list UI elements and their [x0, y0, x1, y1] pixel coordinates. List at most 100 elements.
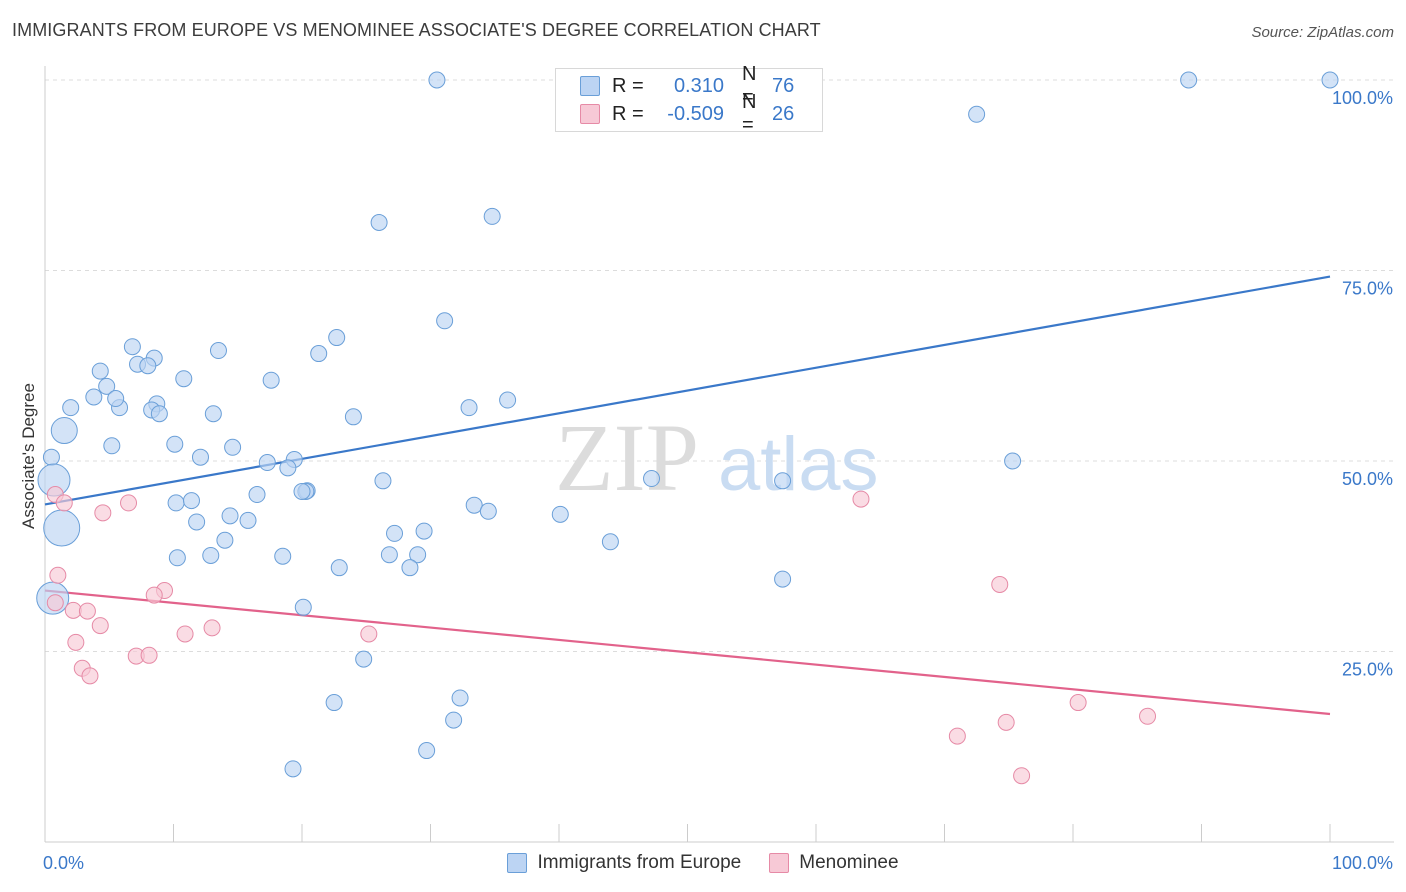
point-europe: [374, 472, 392, 490]
legend-r-label: R =: [612, 102, 644, 125]
point-menominee: [49, 566, 67, 584]
point-europe: [139, 357, 157, 375]
point-europe: [294, 598, 312, 616]
point-europe: [182, 492, 200, 510]
point-europe: [191, 448, 209, 466]
point-europe: [216, 531, 234, 549]
point-europe: [91, 362, 109, 380]
point-europe: [465, 496, 483, 514]
point-menominee: [78, 602, 96, 620]
source-label: Source: ZipAtlas.com: [1251, 24, 1394, 41]
point-europe: [209, 342, 227, 360]
point-europe: [85, 388, 103, 406]
watermark-zip: ZIP: [555, 404, 699, 511]
series-label-menominee: Menominee: [799, 852, 899, 873]
point-menominee: [46, 594, 64, 612]
series-swatch-europe: [507, 853, 528, 873]
point-europe: [551, 505, 569, 523]
point-menominee: [81, 667, 99, 685]
point-europe: [325, 694, 343, 712]
point-menominee: [120, 494, 138, 512]
legend-r-value: -0.509: [667, 102, 724, 125]
point-menominee: [203, 619, 221, 637]
y-axis-label: Associate's Degree: [19, 383, 38, 529]
point-europe: [262, 371, 280, 389]
point-europe: [355, 650, 373, 668]
point-europe: [436, 312, 454, 330]
tick-labels: 25.0% 50.0% 75.0% 100.0% 0.0% 100.0%: [43, 88, 1393, 873]
point-europe: [175, 370, 193, 388]
correlation-legend: R = 0.310 N = 76 R = -0.509 N = 26: [555, 63, 823, 136]
legend-swatch-menominee: [580, 104, 600, 124]
point-menominee: [140, 646, 158, 664]
point-menominee: [852, 490, 870, 508]
point-europe: [479, 502, 497, 520]
point-europe: [774, 570, 792, 588]
point-europe: [224, 438, 242, 456]
point-menominee: [176, 625, 194, 643]
point-europe: [107, 390, 125, 408]
x-tick-label-max: 100.0%: [1332, 853, 1393, 873]
point-europe: [1321, 71, 1339, 89]
point-menominee: [91, 617, 109, 635]
point-europe: [601, 533, 619, 551]
point-europe: [418, 742, 436, 760]
point-europe: [499, 391, 517, 409]
point-menominee: [94, 504, 112, 522]
point-europe: [248, 486, 266, 504]
watermark: ZIP atlas: [555, 404, 879, 511]
point-menominee: [55, 494, 73, 512]
point-europe: [1004, 452, 1022, 470]
point-europe: [239, 511, 257, 529]
point-europe: [50, 417, 78, 445]
point-europe: [370, 213, 388, 231]
point-europe: [428, 71, 446, 89]
legend-n-label: N =: [742, 63, 757, 108]
point-menominee: [1013, 767, 1031, 785]
point-europe: [188, 513, 206, 531]
point-europe: [643, 470, 661, 488]
point-europe: [401, 559, 419, 577]
x-tick-label-min: 0.0%: [43, 853, 84, 873]
point-menominee: [67, 633, 85, 651]
point-europe: [445, 711, 463, 729]
y-tick-label: 75.0%: [1342, 279, 1393, 299]
point-menominee: [1069, 694, 1087, 712]
point-menominee: [360, 625, 378, 643]
point-europe: [328, 329, 346, 347]
point-europe: [415, 522, 433, 540]
point-europe: [310, 345, 328, 363]
gridlines: [45, 79, 1394, 652]
point-europe: [150, 405, 168, 423]
series-swatch-menominee: [769, 853, 790, 873]
point-europe: [293, 482, 311, 500]
watermark-atlas: atlas: [718, 422, 879, 507]
point-europe: [123, 338, 141, 356]
point-menominee: [991, 575, 1009, 593]
legend-n-value: 26: [772, 102, 795, 125]
point-europe: [386, 524, 404, 542]
point-europe: [274, 547, 292, 565]
point-menominee: [1139, 707, 1157, 725]
point-europe: [166, 435, 184, 453]
point-europe: [968, 105, 986, 123]
point-menominee: [948, 727, 966, 745]
point-europe: [284, 760, 302, 778]
point-europe: [1180, 71, 1198, 89]
point-menominee: [997, 713, 1015, 731]
point-europe: [460, 399, 478, 417]
point-europe: [483, 207, 501, 225]
point-europe: [330, 559, 348, 577]
point-europe: [62, 399, 80, 417]
series-legend: Immigrants from Europe Menominee: [0, 852, 1406, 874]
point-europe: [451, 689, 469, 707]
point-europe: [43, 509, 81, 547]
series-legend-europe: Immigrants from Europe: [507, 852, 741, 874]
series-legend-menominee: Menominee: [769, 852, 899, 874]
point-europe: [204, 405, 222, 423]
series-label-europe: Immigrants from Europe: [537, 852, 742, 873]
point-europe: [98, 377, 116, 395]
trendline-menominee: [44, 589, 1331, 716]
point-menominee: [145, 586, 163, 604]
